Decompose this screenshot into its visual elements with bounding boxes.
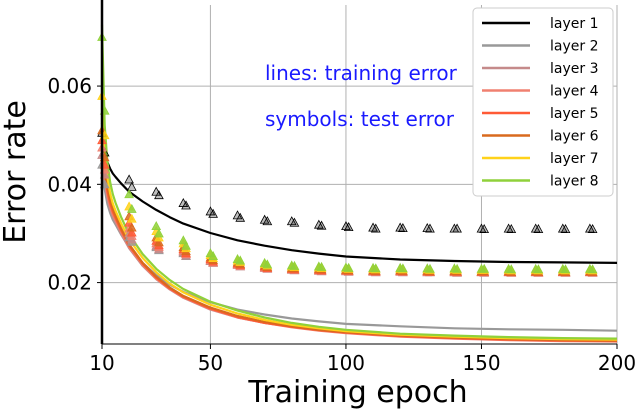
test-marker: [533, 264, 544, 274]
x-axis-label: Training epoch: [247, 375, 467, 410]
test-marker: [503, 223, 514, 233]
test-marker: [208, 208, 219, 218]
test-marker: [395, 222, 406, 232]
training-lines: [100, 24, 618, 343]
legend-label: layer 5: [550, 106, 598, 122]
test-marker: [452, 263, 462, 273]
test-marker: [208, 251, 219, 261]
test-marker: [557, 223, 568, 233]
test-marker: [506, 264, 517, 274]
test-marker: [397, 223, 408, 233]
test-marker: [425, 263, 435, 273]
test-marker: [506, 223, 517, 234]
y-tick-label: 0.02: [47, 271, 92, 295]
annotation-symbols: symbols: test error: [265, 107, 455, 131]
test-marker: [316, 261, 327, 271]
axes: [100, 0, 617, 345]
legend-label: layer 4: [550, 84, 599, 100]
legend-label: layer 1: [550, 16, 598, 32]
test-marker: [560, 264, 571, 274]
test-marker: [126, 181, 137, 191]
legend-label: layer 8: [550, 174, 598, 190]
training-line: [100, 122, 618, 264]
test-marker: [151, 221, 162, 231]
legend-label: layer 3: [550, 61, 598, 77]
test-marker: [370, 223, 381, 233]
test-marker: [587, 223, 598, 234]
test-marker: [533, 223, 544, 234]
test-marker: [126, 203, 137, 213]
ticks: 10 50 100 150 200 0.02 0.04 0.06: [47, 74, 636, 375]
x-tick-label: 50: [198, 351, 223, 375]
test-marker: [530, 223, 541, 233]
test-marker: [235, 255, 246, 265]
test-marker: [479, 263, 490, 273]
test-marker: [479, 223, 490, 234]
test-marker: [124, 189, 134, 199]
test-marker: [154, 190, 164, 200]
x-tick-label: 150: [462, 351, 500, 375]
annotation-lines: lines: training error: [265, 61, 458, 85]
test-marker: [422, 223, 433, 233]
legend-label: layer 7: [550, 151, 598, 167]
test-marker: [368, 222, 378, 232]
y-tick-label: 0.06: [47, 74, 92, 98]
x-tick-label: 200: [598, 351, 636, 375]
test-marker: [587, 264, 598, 274]
test-marker: [154, 237, 164, 247]
test-marker: [313, 219, 324, 229]
test-marker: [289, 260, 300, 270]
test-marker: [126, 227, 137, 237]
test-marker: [124, 174, 134, 184]
test-marker: [560, 223, 571, 234]
test-marker: [259, 214, 270, 224]
test-marker: [425, 223, 435, 233]
test-marker: [181, 240, 191, 250]
y-axis-label: Error rate: [0, 100, 33, 244]
test-marker: [341, 221, 351, 231]
test-marker: [585, 223, 595, 233]
legend: layer 1 layer 2 layer 3 layer 4 layer 5 layer…: [472, 7, 614, 197]
test-marker: [476, 223, 487, 233]
y-tick-label: 0.04: [47, 172, 92, 196]
legend-label: layer 2: [550, 39, 598, 55]
test-marker: [343, 262, 354, 272]
x-tick-label: 100: [327, 351, 365, 375]
test-marker: [370, 263, 381, 273]
test-marker: [154, 228, 164, 238]
test-marker: [235, 212, 246, 222]
x-tick-label: 10: [89, 351, 114, 375]
legend-label: layer 6: [550, 129, 599, 145]
test-marker: [343, 222, 354, 232]
legend-box: [472, 7, 614, 197]
test-marker: [452, 223, 462, 233]
test-markers: [97, 31, 598, 277]
test-marker: [126, 213, 137, 223]
test-marker: [316, 220, 327, 230]
test-marker: [262, 259, 273, 269]
test-marker: [397, 263, 408, 273]
test-marker: [181, 200, 191, 210]
test-marker: [289, 217, 300, 227]
test-marker: [126, 222, 137, 232]
training-line: [100, 24, 618, 340]
test-marker: [286, 216, 297, 226]
test-marker: [262, 216, 273, 226]
